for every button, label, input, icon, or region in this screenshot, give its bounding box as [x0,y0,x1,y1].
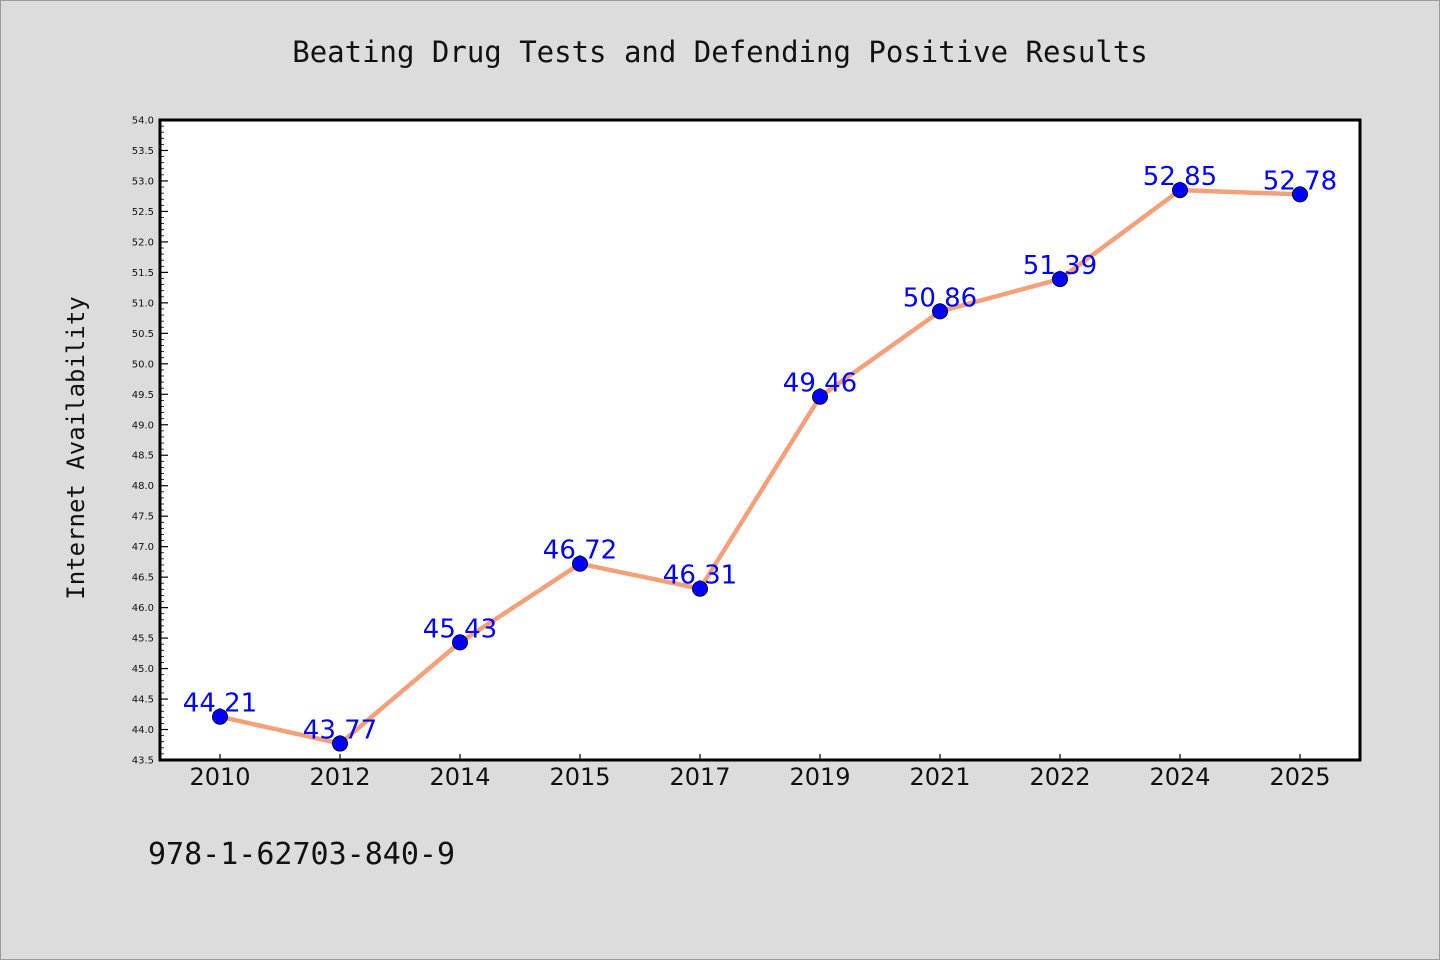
y-tick-label: 52.0 [132,237,154,248]
x-tick-label: 2015 [549,763,610,791]
y-tick-label: 53.0 [132,176,154,187]
y-tick-label: 46.5 [132,573,154,584]
data-point [812,388,828,405]
y-tick-label: 47.0 [132,542,154,553]
data-label: 45.43 [423,614,497,644]
y-tick-label: 53.5 [132,146,154,157]
chart-title: Beating Drug Tests and Defending Positiv… [292,35,1148,69]
data-point [932,303,948,320]
data-point [1172,182,1188,199]
data-point [572,555,588,572]
y-tick-label: 51.0 [132,298,154,309]
x-tick-label: 2017 [669,763,730,791]
y-tick-label: 49.5 [132,390,154,401]
x-tick-label: 2022 [1029,763,1090,791]
x-tick-label: 2014 [429,763,490,791]
data-label: 43.77 [303,716,377,746]
data-label: 50.86 [903,283,977,313]
y-tick-label: 44.5 [132,695,154,706]
x-tick-label: 2021 [909,763,970,791]
x-tick-label: 2010 [189,763,250,791]
plot-area [160,120,1360,760]
y-tick-label: 44.0 [132,725,154,736]
x-tick-label: 2025 [1269,763,1330,791]
y-axis: 43.5 44.0 44.5 45.0 45.5 46.0 46.5 47.0 47.5 48.0… [132,116,168,767]
y-tick-label: 45.5 [132,634,154,645]
data-label: 49.46 [783,369,857,399]
data-label: 51.39 [1023,251,1097,281]
y-tick-label: 50.5 [132,329,154,340]
y-tick-label: 47.5 [132,512,154,523]
x-tick-label: 2019 [789,763,850,791]
y-tick-label: 51.5 [132,268,154,279]
data-point [1052,271,1068,288]
data-label: 44.21 [183,689,257,719]
y-tick-label: 43.5 [132,756,154,767]
data-point [452,634,468,651]
x-tick-label: 2024 [1149,763,1210,791]
data-point [212,708,228,725]
y-tick-label: 49.0 [132,420,154,431]
plot-frame [158,118,1362,762]
data-label: 46.72 [543,536,617,566]
y-tick-label: 54.0 [132,116,154,127]
data-label: 46.31 [663,561,737,591]
data-label-layer: 44.21 43.77 45.43 46.72 46.31 49.46 50.86 51.39… [183,162,1337,745]
data-point [692,580,708,597]
data-label: 52.85 [1143,162,1217,192]
y-tick-label: 46.0 [132,603,154,614]
y-tick-label: 45.0 [132,664,154,675]
data-point [332,735,348,752]
x-tick-label: 2012 [309,763,370,791]
data-label: 52.78 [1263,166,1337,196]
y-tick-label: 48.5 [132,451,154,462]
series-layer [212,182,1308,752]
y-tick-label: 48.0 [132,481,154,492]
series-line [219,187,1301,746]
y-axis-label: Internet Availability [62,296,90,599]
y-tick-label: 52.5 [132,207,154,218]
data-point [1292,186,1308,203]
isbn-text: 978-1-62703-840-9 [148,837,455,872]
y-tick-label: 50.0 [132,359,154,370]
